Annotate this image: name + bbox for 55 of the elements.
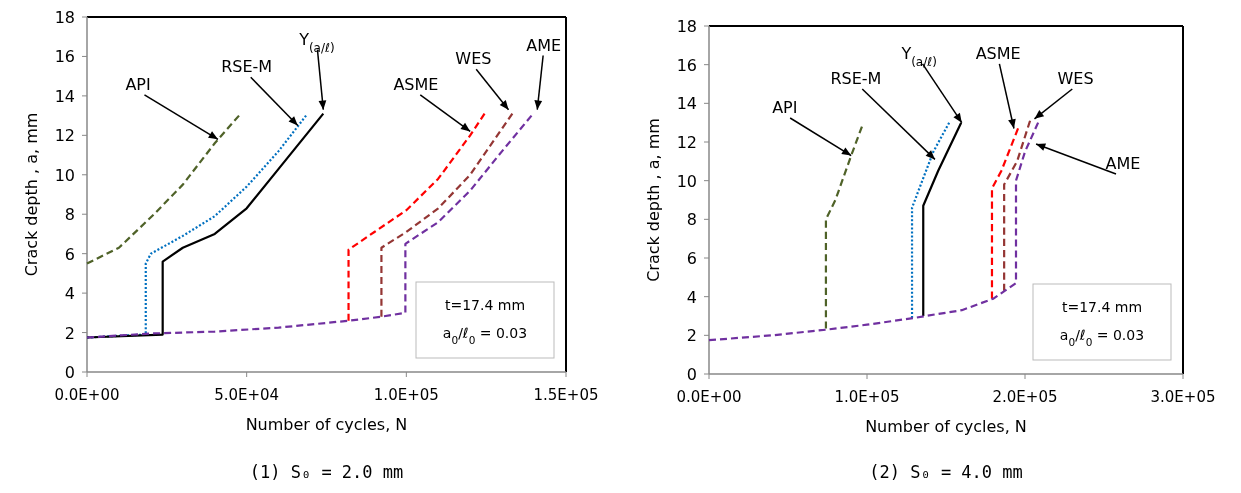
text: Y$_{(a/ℓ)}$	[298, 29, 335, 55]
y-axis-title: Crack depth , a, mm	[644, 118, 663, 282]
x-tick-label: 1.0E+05	[373, 386, 439, 404]
text: WES	[1057, 69, 1094, 88]
line-series	[85, 114, 241, 265]
y-axis-title: Crack depth , a, mm	[22, 112, 41, 277]
text: (2) S₀ = 4.0 mm	[869, 462, 1023, 482]
y-tick-label: 8	[686, 210, 697, 230]
text: API	[772, 98, 798, 117]
x-tick-label: 2.0E+05	[992, 388, 1058, 406]
annotation: t=17.4 mm	[1061, 299, 1143, 315]
y-tick-label: 12	[54, 126, 75, 146]
x-tick-label: 0.0E+00	[676, 388, 742, 406]
y-tick-label: 4	[686, 287, 697, 307]
x-axis-title: Number of cycles, N	[245, 415, 408, 434]
y-tick-label: 18	[676, 17, 697, 36]
x-axis-title: Number of cycles, N	[865, 417, 1027, 436]
x-tick-label: 5.0E+04	[214, 386, 280, 404]
text: WES	[455, 49, 492, 69]
text: ASME	[975, 43, 1021, 63]
y-tick-label: 0	[686, 365, 697, 384]
text: RSE-M	[221, 57, 273, 77]
y-tick-label: 14	[54, 86, 75, 106]
text: (1) S₀ = 2.0 mm	[249, 462, 404, 482]
y-tick-label: 14	[676, 94, 697, 114]
text: API	[125, 74, 151, 94]
line-series	[1003, 119, 1032, 292]
x-tick-label: 0.0E+00	[54, 386, 120, 404]
y-tick-label: 10	[54, 165, 75, 185]
y-tick-label: 18	[54, 8, 75, 27]
line-series	[990, 127, 1020, 300]
line-series	[824, 125, 864, 330]
x-tick-label: 1.5E+05	[533, 386, 599, 404]
y-tick-label: 8	[64, 205, 75, 225]
y-tick-label: 10	[676, 171, 697, 191]
y-tick-label: 12	[676, 133, 697, 152]
y-tick-label: 0	[64, 363, 75, 382]
text: RSE-M	[830, 69, 882, 88]
y-tick-label: 6	[64, 244, 75, 264]
text: AME	[1105, 154, 1141, 174]
x-tick-label: 3.0E+05	[1150, 388, 1216, 406]
y-tick-label: 2	[64, 323, 75, 343]
annotation: a$_{0}$/ℓ$_{0}$ = 0.03	[442, 325, 528, 346]
y-tick-label: 16	[54, 47, 75, 67]
annotation: a$_{0}$/ℓ$_{0}$ = 0.03	[1059, 327, 1145, 348]
y-tick-label: 2	[686, 326, 697, 346]
line-series	[910, 121, 951, 320]
text: AME	[526, 35, 562, 55]
y-tick-label: 4	[64, 284, 75, 304]
y-tick-label: 16	[676, 55, 697, 75]
text: ASME	[393, 74, 439, 94]
x-tick-label: 1.0E+05	[834, 388, 900, 406]
annotation: t=17.4 mm	[444, 297, 526, 313]
text: Y$_{(a/ℓ)}$	[900, 43, 937, 69]
y-tick-label: 6	[686, 249, 697, 268]
